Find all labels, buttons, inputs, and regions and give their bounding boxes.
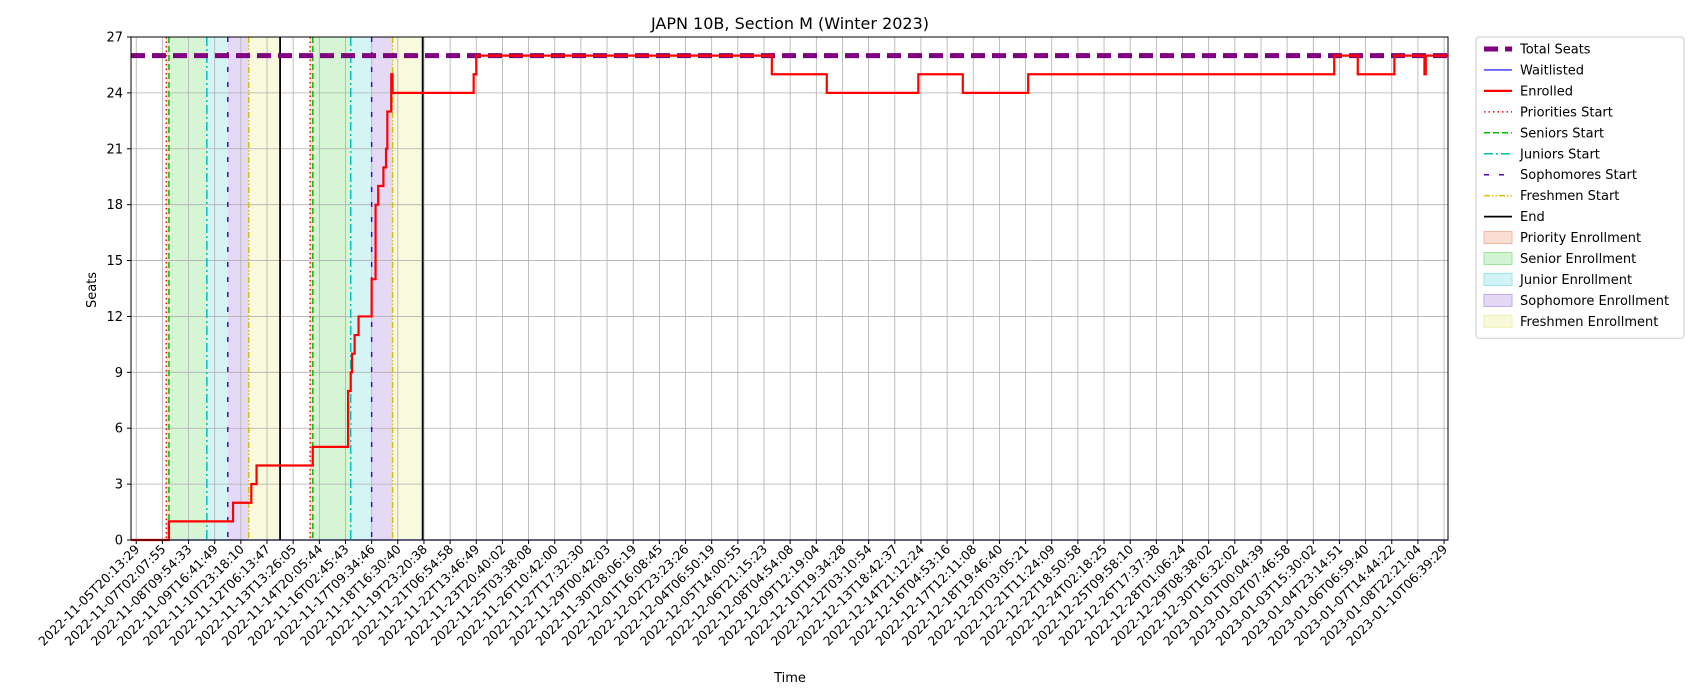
span-sophomore-enrollment [371, 37, 393, 540]
legend-label: Freshmen Enrollment [1520, 315, 1658, 330]
legend-label: Waitlisted [1520, 63, 1584, 78]
y-tick-label: 15 [106, 254, 123, 269]
span-freshmen-enrollment [392, 37, 423, 540]
y-tick-label: 9 [115, 366, 123, 381]
series-enrolled [131, 54, 1448, 542]
span-sophomore-enrollment [227, 37, 249, 540]
legend-swatch [1483, 252, 1513, 265]
span-senior-enrollment [168, 37, 207, 540]
legend-swatch [1483, 272, 1513, 286]
legend: Total Seats Waitlisted Enrolled Priorities … [1475, 36, 1685, 339]
y-tick-label: 18 [106, 198, 123, 213]
y-tick-label: 21 [106, 142, 123, 157]
y-tick-label: 12 [106, 310, 123, 325]
y-tick-label: 0 [115, 534, 123, 549]
y-tick-label: 3 [115, 478, 123, 493]
legend-swatch [1483, 314, 1513, 328]
legend-label: Seniors Start [1520, 126, 1604, 141]
span-freshmen-enrollment [248, 37, 281, 540]
span-senior-enrollment [312, 37, 351, 540]
legend-label: Priorities Start [1520, 105, 1613, 120]
legend-label: Priority Enrollment [1520, 231, 1641, 246]
legend-label: Total Seats [1519, 43, 1591, 58]
y-tick-label: 6 [115, 422, 123, 437]
legend-label: Enrolled [1520, 84, 1573, 99]
span-priority-enrollment [310, 37, 313, 540]
legend-label: Sophomore Enrollment [1520, 294, 1669, 309]
legend-label: Freshmen Start [1520, 189, 1619, 204]
legend-label: Junior Enrollment [1519, 273, 1632, 288]
y-tick-label: 27 [106, 31, 123, 46]
legend-label: End [1520, 210, 1545, 225]
legend-label: Sophomores Start [1520, 168, 1637, 183]
span-junior-enrollment [350, 37, 372, 540]
y-axis-label: Seats [85, 272, 100, 308]
legend-frame [1475, 36, 1685, 339]
plot-frame [130, 36, 1449, 541]
legend-label: Juniors Start [1519, 147, 1600, 162]
chart-title: JAPN 10B, Section M (Winter 2023) [650, 14, 929, 33]
legend-swatch [1483, 293, 1513, 307]
legend-label: Senior Enrollment [1520, 252, 1636, 267]
span-priority-enrollment [166, 37, 169, 540]
span-junior-enrollment [206, 37, 228, 540]
x-axis-label: Time [773, 671, 806, 686]
legend-swatch [1483, 231, 1513, 245]
y-tick-label: 24 [106, 86, 123, 101]
